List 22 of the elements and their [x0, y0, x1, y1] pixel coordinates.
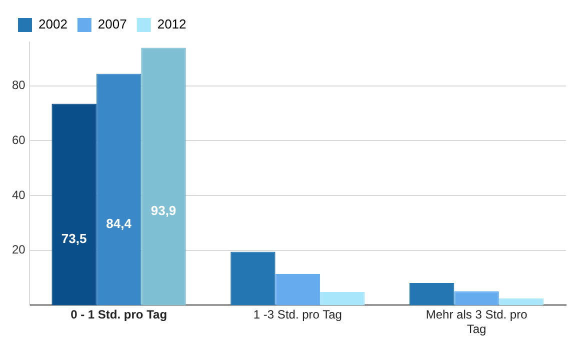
x-tick-label: 0 - 1 Std. pro Tag	[70, 308, 168, 322]
x-tick-label: Mehr als 3 Std. pro Tag	[426, 308, 528, 336]
bar	[409, 282, 454, 306]
bar	[498, 298, 544, 306]
y-tick-label: 80	[12, 78, 26, 92]
x-tick-label: 1 -3 Std. pro Tag	[253, 308, 342, 322]
data-label: 93,9	[150, 203, 176, 218]
y-tick-label: 60	[12, 133, 26, 148]
bar	[96, 74, 142, 306]
bar	[320, 292, 365, 306]
bar	[141, 48, 186, 306]
legend-label: 2002	[38, 16, 68, 32]
legend-label: 2007	[98, 16, 127, 32]
y-tick-label: 20	[12, 242, 26, 257]
bar	[275, 274, 320, 306]
bar	[454, 291, 499, 306]
bar	[230, 252, 276, 306]
data-label: 84,4	[106, 216, 132, 232]
data-label: 73,5	[61, 231, 87, 246]
y-tick-label: 40	[12, 188, 26, 202]
bar	[52, 104, 96, 306]
legend-label: 2012	[157, 16, 186, 32]
